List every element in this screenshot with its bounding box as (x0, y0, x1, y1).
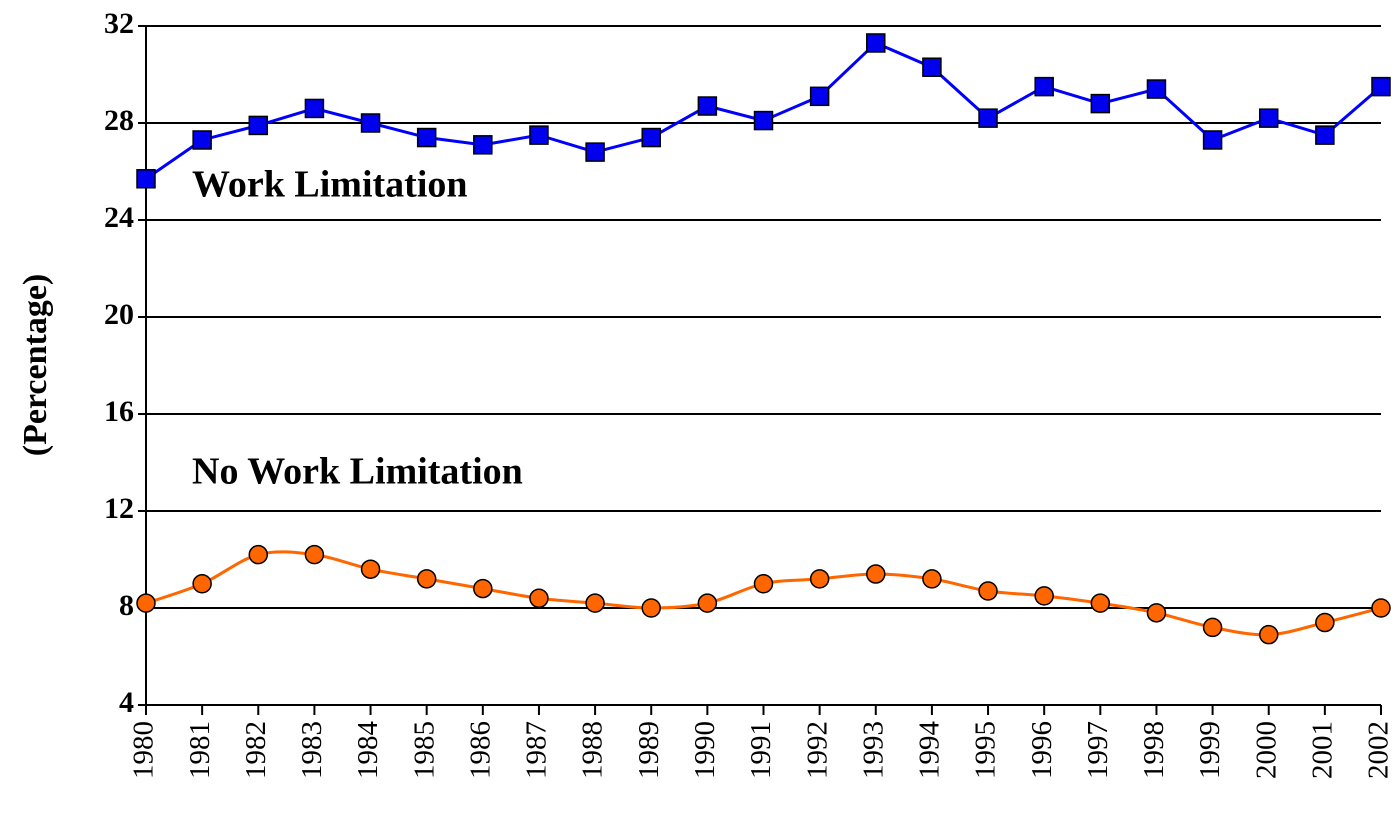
marker (136, 593, 156, 613)
x-tick-label: 1995 (970, 721, 1002, 779)
marker (585, 593, 605, 613)
y-tick-label: 20 (104, 298, 134, 331)
marker (1315, 125, 1335, 145)
x-tick-label: 1993 (857, 721, 889, 779)
marker (809, 86, 830, 107)
x-tick-label: 2002 (1363, 721, 1395, 779)
x-tick-label: 1987 (521, 721, 553, 779)
marker (922, 57, 942, 77)
marker (1090, 593, 1111, 613)
marker (416, 127, 437, 148)
x-tick-label: 1983 (296, 721, 328, 779)
marker (585, 142, 605, 162)
marker (1146, 79, 1167, 99)
annotation: Work Limitation (192, 164, 468, 206)
marker (1371, 76, 1391, 97)
x-tick-label: 1992 (801, 721, 833, 779)
y-tick-label: 4 (119, 686, 134, 719)
marker (753, 110, 774, 131)
marker (1202, 130, 1223, 150)
y-tick-label: 28 (104, 104, 134, 137)
marker (360, 113, 381, 133)
marker (978, 108, 998, 128)
marker (809, 569, 830, 589)
marker (192, 130, 212, 150)
x-tick-label: 1986 (464, 721, 496, 779)
y-tick-label: 24 (104, 201, 134, 234)
marker (1090, 93, 1111, 114)
x-tick-label: 1990 (689, 721, 721, 779)
marker (753, 574, 774, 594)
marker (641, 598, 661, 618)
marker (866, 33, 886, 53)
marker (529, 588, 549, 609)
x-tick-label: 1981 (184, 721, 216, 779)
marker (1315, 612, 1335, 633)
marker (304, 544, 325, 565)
marker (697, 96, 718, 116)
marker (697, 593, 718, 613)
x-tick-label: 1982 (240, 721, 272, 779)
marker (1258, 108, 1279, 128)
marker (304, 98, 325, 119)
marker (192, 574, 212, 594)
x-tick-label: 1984 (352, 721, 384, 780)
marker (922, 569, 942, 589)
x-tick-label: 1980 (128, 721, 160, 779)
marker (641, 127, 661, 148)
marker (248, 115, 269, 136)
y-tick-label: 12 (104, 492, 134, 525)
marker (866, 564, 886, 584)
x-tick-label: 1991 (745, 721, 777, 779)
x-tick-label: 2001 (1307, 721, 1339, 779)
marker (136, 169, 156, 189)
x-tick-label: 1999 (1194, 721, 1226, 779)
x-tick-label: 1998 (1138, 721, 1170, 779)
marker (1258, 624, 1279, 645)
marker (1034, 76, 1054, 97)
x-tick-label: 1996 (1026, 721, 1058, 779)
x-tick-label: 1994 (914, 721, 946, 780)
x-tick-label: 1997 (1082, 721, 1114, 779)
marker (1146, 603, 1167, 623)
marker (416, 569, 437, 589)
marker (529, 125, 549, 145)
annotation: No Work Limitation (192, 451, 523, 493)
marker (360, 559, 381, 579)
y-axis-label: (Percentage) (17, 274, 54, 456)
marker (1202, 617, 1223, 638)
marker (1371, 598, 1391, 618)
x-tick-label: 2000 (1250, 721, 1282, 779)
marker (248, 544, 269, 565)
x-tick-label: 1985 (408, 721, 440, 779)
x-tick-label: 1988 (577, 721, 609, 779)
x-tick-label: 1989 (633, 721, 665, 779)
y-tick-label: 16 (104, 395, 134, 428)
marker (473, 135, 493, 155)
y-tick-label: 32 (104, 7, 134, 40)
marker (978, 581, 998, 601)
marker (1034, 586, 1054, 606)
y-tick-label: 8 (119, 589, 134, 622)
marker (473, 578, 493, 599)
